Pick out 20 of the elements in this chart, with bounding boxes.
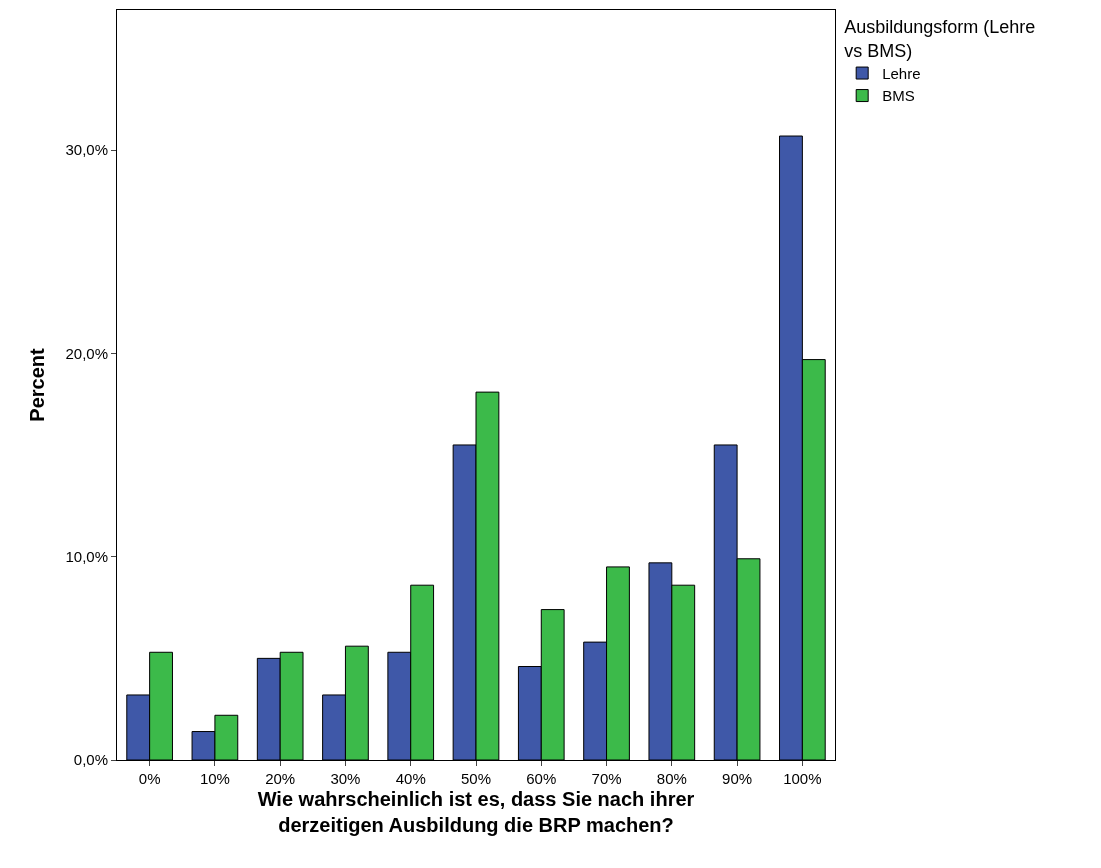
x-tick-label: 100% bbox=[783, 770, 822, 787]
legend-label: Lehre bbox=[882, 64, 921, 82]
legend-label: BMS bbox=[882, 87, 915, 105]
x-tick-label: 90% bbox=[722, 770, 753, 787]
y-tick-label: 30,0% bbox=[65, 141, 108, 159]
y-tick-label: 0,0% bbox=[73, 751, 108, 769]
x-tick-label: 80% bbox=[656, 770, 687, 787]
y-tick-label: 10,0% bbox=[65, 548, 108, 565]
x-tick-label: 40% bbox=[395, 770, 426, 787]
x-tick-label: 0% bbox=[138, 770, 161, 787]
y-tick-label: 20,0% bbox=[65, 344, 108, 362]
legend-title: Ausbildungsform (Lehre vs BMS) bbox=[844, 17, 1036, 61]
x-tick-label: 30% bbox=[330, 770, 361, 787]
x-tick-label: 20% bbox=[265, 770, 296, 787]
x-tick-label: 50% bbox=[460, 770, 492, 787]
x-axis-title: Wie wahrscheinlich ist es, dass Sie nach ihrer derzeitigen Ausbildung die BRP machen? bbox=[257, 787, 695, 836]
y-axis-title: Percent bbox=[25, 347, 48, 422]
x-tick-label: 60% bbox=[526, 770, 557, 787]
x-tick-label: 10% bbox=[199, 770, 230, 787]
x-tick-label: 70% bbox=[591, 770, 622, 787]
